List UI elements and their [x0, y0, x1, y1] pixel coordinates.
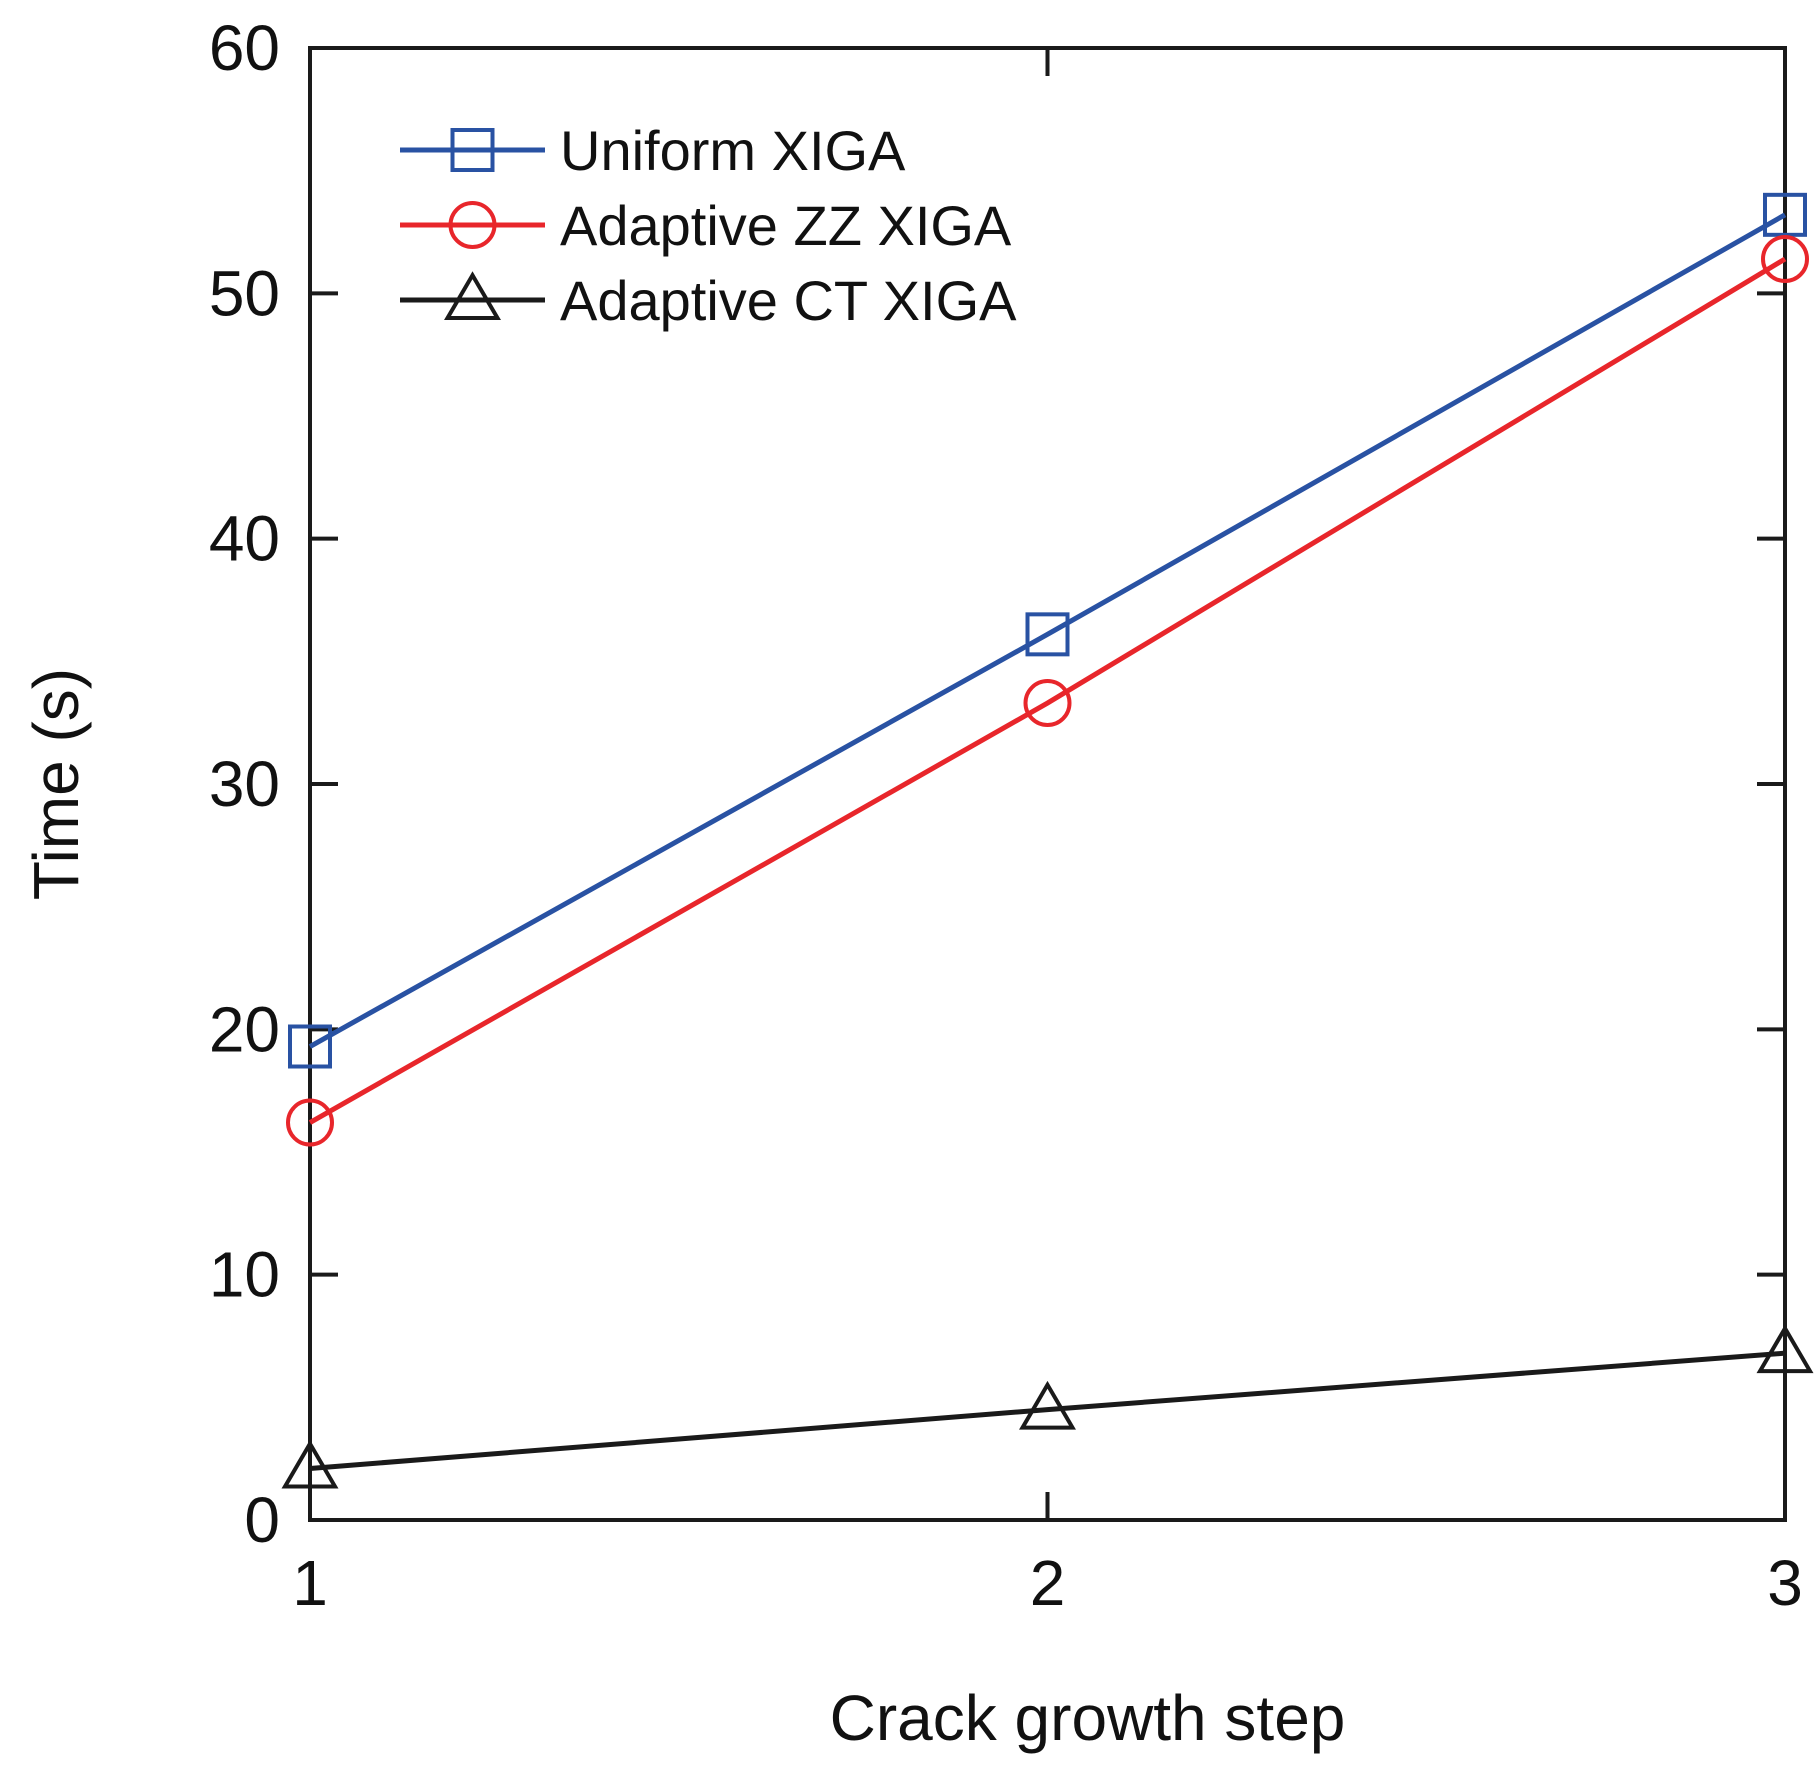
- legend-label: Adaptive ZZ XIGA: [560, 194, 1012, 257]
- x-tick-label: 2: [1030, 1547, 1066, 1619]
- series-adaptive-ct-xiga: [281, 1324, 1814, 1489]
- legend: Uniform XIGA Adaptive ZZ XIGA Adaptive CT …: [400, 119, 1017, 332]
- square-marker: [288, 1024, 332, 1069]
- legend-label: Uniform XIGA: [560, 119, 906, 182]
- series-line: [308, 256, 1787, 1125]
- plot-border: [308, 46, 1787, 1522]
- legend-entry: Uniform XIGA: [400, 119, 906, 182]
- series-layer: [281, 192, 1814, 1489]
- circle-marker: [1023, 679, 1072, 728]
- y-tick-label: 40: [209, 503, 280, 575]
- series-adaptive-zz-xiga: [286, 234, 1809, 1147]
- y-tick-label: 30: [209, 748, 280, 820]
- y-tick-label: 50: [209, 257, 280, 329]
- triangle-marker: [281, 1439, 339, 1489]
- x-axis-title: Crack growth step: [830, 1682, 1346, 1754]
- x-tick-label: 3: [1767, 1547, 1803, 1619]
- y-tick-label: 20: [209, 993, 280, 1065]
- series-line: [308, 212, 1787, 1049]
- plot-frame: [308, 46, 1787, 1522]
- circle-marker: [286, 1098, 334, 1147]
- legend-label: Adaptive CT XIGA: [560, 269, 1017, 332]
- y-axis-ticks: 0 10 20 30 40 50 60: [209, 12, 1785, 1556]
- series-uniform-xiga: [288, 192, 1807, 1069]
- legend-square-marker: [450, 128, 495, 172]
- y-axis-title: Time (s): [20, 668, 92, 900]
- square-marker: [1025, 612, 1070, 657]
- triangle-marker: [1019, 1380, 1076, 1430]
- x-axis-ticks: 1 2 3: [292, 48, 1803, 1619]
- legend-entry: Adaptive CT XIGA: [400, 269, 1017, 332]
- legend-circle-marker: [448, 201, 497, 249]
- square-marker: [1763, 192, 1807, 237]
- legend-entry: Adaptive ZZ XIGA: [400, 194, 1012, 257]
- circle-marker: [1761, 234, 1809, 283]
- y-tick-label: 10: [209, 1239, 280, 1311]
- legend-triangle-marker: [444, 271, 501, 320]
- y-tick-label: 0: [244, 1484, 280, 1556]
- triangle-marker: [1756, 1324, 1814, 1374]
- x-tick-label: 1: [292, 1547, 328, 1619]
- series-line: [309, 1350, 1786, 1471]
- y-tick-label: 60: [209, 12, 280, 84]
